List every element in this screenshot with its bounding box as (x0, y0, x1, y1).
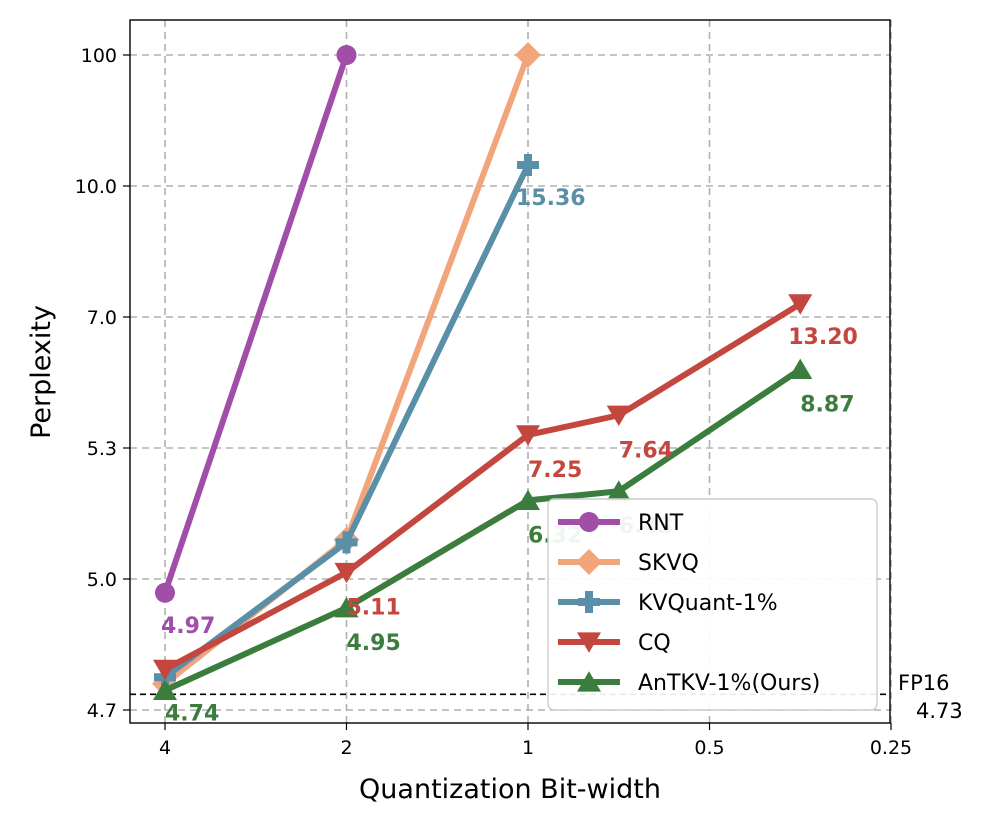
legend-box (547, 498, 878, 711)
y-tick-label: 5.3 (87, 438, 117, 460)
legend-item-kvquant-1: KVQuant-1% (558, 591, 778, 616)
data-point-cq (788, 294, 813, 315)
data-point-antkv-1-ours (334, 597, 359, 618)
legend-label: SKVQ (638, 551, 699, 576)
y-tick-label: 100 (81, 45, 117, 67)
plot-frame (129, 19, 891, 724)
legend: RNT SKVQ KVQuant-1% CQ AnTKV-1%(Ours) (547, 498, 878, 711)
data-point-antkv-1-ours (606, 480, 631, 501)
legend-label: CQ (638, 631, 671, 656)
data-point-skvq (515, 42, 541, 68)
reference-line-value: 4.73 (916, 699, 963, 723)
y-tick-label: 10.0 (75, 176, 117, 198)
legend-swatch-marker (577, 632, 601, 653)
legend-item-cq: CQ (558, 631, 671, 656)
x-axis-label: Quantization Bit-width (359, 774, 661, 805)
series-cq (153, 294, 813, 681)
data-label-antkv-1-ours: 4.74 (165, 701, 219, 726)
data-point-rnt (336, 45, 357, 65)
series-rnt (155, 45, 357, 603)
data-point-antkv-1-ours (153, 679, 177, 700)
legend-swatch-marker (579, 512, 599, 532)
data-label-cq: 13.20 (788, 325, 858, 350)
legend-swatch-marker (576, 549, 602, 575)
x-tick-label: 2 (340, 737, 352, 759)
data-label-antkv-1-ours: 8.87 (800, 392, 854, 417)
x-tick-label: 0.5 (694, 737, 724, 759)
legend-swatch-marker (577, 671, 601, 692)
legend-item-antkv-1-ours: AnTKV-1%(Ours) (558, 671, 820, 696)
reference-line-label: FP16 (898, 671, 949, 695)
y-axis-label: Perplexity (26, 305, 57, 439)
data-point-cq (334, 562, 359, 584)
data-point-antkv-1-ours (516, 489, 540, 510)
data-point-cq (516, 425, 540, 446)
data-label-cq: 7.25 (528, 458, 582, 483)
legend-label: AnTKV-1%(Ours) (638, 671, 820, 696)
y-tick-label: 4.7 (87, 700, 117, 722)
legend-item-rnt: RNT (558, 511, 684, 536)
legend-label: RNT (638, 511, 684, 536)
data-label-cq: 7.64 (619, 438, 673, 463)
data-point-cq (153, 659, 177, 681)
y-ticks: 4.7 5.0 5.3 7.0 10.0 100 (75, 45, 130, 722)
y-tick-label: 5.0 (87, 569, 117, 591)
data-point-kvquant-1 (517, 154, 539, 177)
x-tick-label: 1 (522, 737, 534, 759)
x-tick-label: 4 (159, 737, 171, 759)
x-ticks: 4 2 1 0.5 0.25 (159, 723, 912, 759)
data-label-antkv-1-ours: 4.95 (347, 631, 401, 656)
data-label-kvquant-1: 15.36 (516, 186, 586, 211)
y-tick-label: 7.0 (87, 307, 117, 329)
legend-item-skvq: SKVQ (558, 549, 699, 576)
x-tick-label: 0.25 (870, 737, 912, 759)
series-group (152, 42, 813, 700)
data-point-rnt (155, 582, 175, 603)
legend-swatch-marker (578, 591, 600, 613)
series-antkv-1-ours (153, 358, 813, 700)
data-label-cq: 5.11 (347, 595, 401, 620)
data-point-cq (606, 405, 631, 427)
series-line-rnt (162, 54, 350, 594)
data-point-antkv-1-ours (788, 358, 813, 379)
data-point-kvquant-1 (335, 531, 358, 554)
legend-label: KVQuant-1% (638, 591, 778, 616)
data-label-rnt: 4.97 (161, 614, 215, 639)
